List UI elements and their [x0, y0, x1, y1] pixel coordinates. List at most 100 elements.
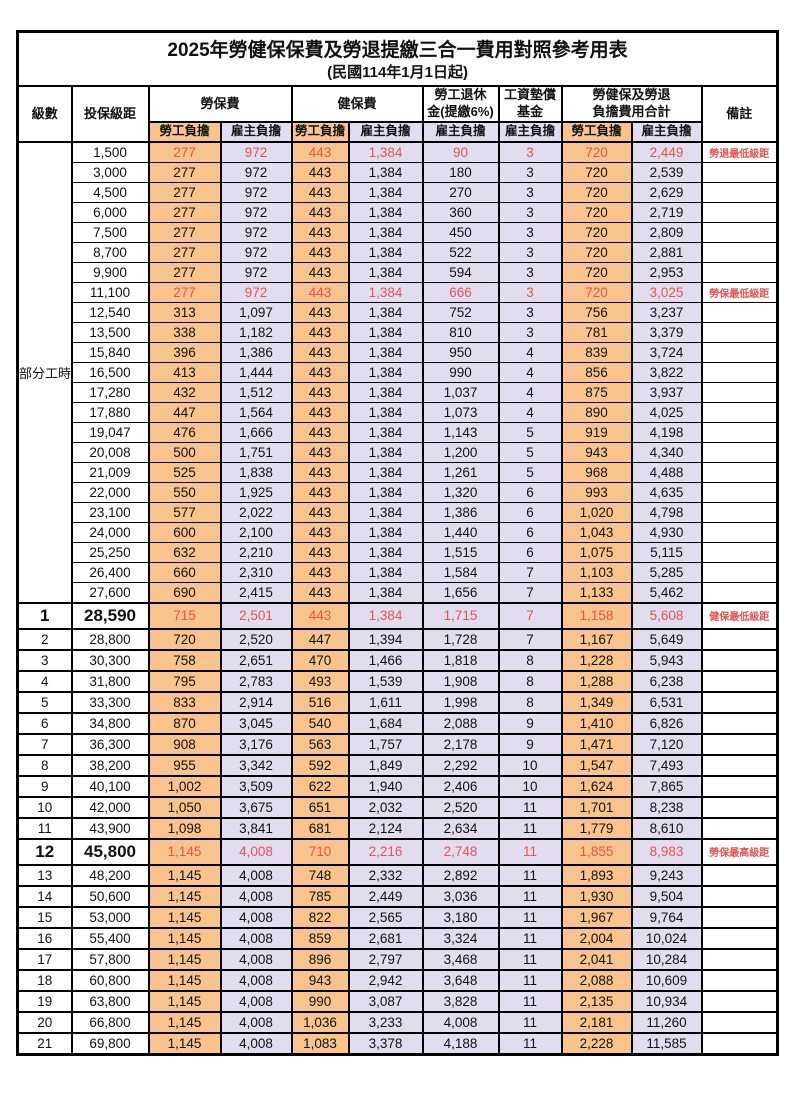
cell-value: 2,032 [347, 795, 424, 819]
cell-bracket: 11,100 [70, 281, 150, 303]
cell-value: 720 [560, 241, 633, 263]
cell-value: 972 [219, 181, 293, 203]
cell-bracket: 4,500 [70, 181, 150, 203]
cell-value: 6 [497, 481, 563, 503]
cell-value: 2,914 [219, 690, 293, 714]
cell-value: 1,384 [347, 581, 424, 604]
cell-value: 1,684 [347, 711, 424, 735]
cell-bracket: 25,250 [70, 541, 150, 563]
cell-value: 7,865 [630, 774, 703, 798]
cell-value: 2,809 [630, 221, 703, 243]
cell-bracket: 28,800 [70, 627, 150, 651]
cell-value: 1,384 [347, 261, 424, 283]
cell-value: 1,471 [560, 732, 633, 756]
cell-value: 1,043 [560, 521, 633, 543]
table-row: 7,500 277 972 443 1,384 450 3 720 2,809 [18, 221, 779, 243]
total-header-line1: 勞健保及勞退 [592, 87, 671, 102]
cell-value: 972 [219, 221, 293, 243]
cell-value: 1,384 [347, 221, 424, 243]
cell-bracket: 33,300 [70, 690, 150, 714]
cell-remark: 健保最低級距 [700, 601, 779, 630]
cell-value: 413 [147, 361, 222, 383]
cell-value: 1,075 [560, 541, 633, 563]
cell-bracket: 55,400 [70, 926, 150, 950]
cell-value: 1,020 [560, 501, 633, 523]
cell-value: 3,379 [630, 321, 703, 343]
cell-value: 720 [560, 221, 633, 243]
cell-bracket: 22,000 [70, 481, 150, 503]
cell-value: 7,120 [630, 732, 703, 756]
cell-value: 277 [147, 261, 222, 283]
cell-value: 993 [560, 481, 633, 503]
cell-value: 4,008 [219, 968, 293, 992]
cell-value: 2,539 [630, 161, 703, 183]
cell-value: 859 [290, 926, 350, 950]
cell-level: 21 [16, 1031, 73, 1056]
table-row: 12,540 313 1,097 443 1,384 752 3 756 3,237 [18, 301, 779, 323]
cell-value: 4,008 [219, 989, 293, 1013]
table-row: 17,280 432 1,512 443 1,384 1,037 4 875 3,937 [18, 381, 779, 403]
cell-value: 1,384 [347, 301, 424, 323]
table-row: 19 63,800 1,145 4,008 990 3,087 3,828 11 2,135 10… [16, 989, 779, 1013]
cell-bracket: 9,900 [70, 261, 150, 283]
cell-value: 622 [290, 774, 350, 798]
cell-value: 2,501 [219, 601, 293, 630]
table-row: 23,100 577 2,022 443 1,384 1,386 6 1,020 4,798 [18, 501, 779, 523]
cell-value: 8,983 [630, 837, 703, 866]
cell-remark [700, 561, 779, 583]
cell-value: 2,681 [347, 926, 424, 950]
cell-bracket: 19,047 [70, 421, 150, 443]
cell-value: 443 [290, 361, 350, 383]
cell-value: 3,822 [630, 361, 703, 383]
cell-value: 2,449 [630, 141, 703, 163]
cell-value: 972 [219, 241, 293, 263]
cell-value: 756 [560, 301, 633, 323]
cell-value: 2,022 [219, 501, 293, 523]
cell-bracket: 43,900 [70, 816, 150, 840]
cell-value: 720 [560, 261, 633, 283]
cell-value: 3,025 [630, 281, 703, 303]
cell-value: 5,462 [630, 581, 703, 604]
cell-value: 690 [147, 581, 222, 604]
cell-value: 1,466 [347, 648, 424, 672]
cell-value: 3 [497, 161, 563, 183]
cell-value: 3 [497, 221, 563, 243]
cell-value: 856 [560, 361, 633, 383]
cell-value: 1,930 [560, 884, 633, 908]
cell-value: 443 [290, 221, 350, 243]
cell-bracket: 34,800 [70, 711, 150, 735]
cell-remark [700, 301, 779, 323]
cell-level: 11 [16, 816, 73, 840]
cell-value: 972 [219, 161, 293, 183]
cell-value: 2,942 [347, 968, 424, 992]
table-row: 17,880 447 1,564 443 1,384 1,073 4 890 4,025 [18, 401, 779, 423]
cell-value: 2,892 [421, 863, 500, 887]
cell-value: 1,394 [347, 627, 424, 651]
cell-bracket: 48,200 [70, 863, 150, 887]
cell-value: 443 [290, 601, 350, 630]
cell-level: 17 [16, 947, 73, 971]
cell-value: 540 [290, 711, 350, 735]
table-row: 22,000 550 1,925 443 1,384 1,320 6 993 4,635 [18, 481, 779, 503]
cell-value: 8 [497, 690, 563, 714]
cell-value: 338 [147, 321, 222, 343]
table-row: 27,600 690 2,415 443 1,384 1,656 7 1,133 5,462 [18, 581, 779, 604]
table-row: 19,047 476 1,666 443 1,384 1,143 5 919 4,198 [18, 421, 779, 443]
table-row: 25,250 632 2,210 443 1,384 1,515 6 1,075 5,115 [18, 541, 779, 563]
cell-value: 1,893 [560, 863, 633, 887]
cell-value: 3 [497, 321, 563, 343]
cell-value: 2,088 [560, 968, 633, 992]
cell-value: 443 [290, 541, 350, 563]
cell-remark [700, 968, 779, 992]
cell-value: 443 [290, 341, 350, 363]
cell-level: 14 [16, 884, 73, 908]
cell-value: 3 [497, 281, 563, 303]
table-row: 6 34,800 870 3,045 540 1,684 2,088 9 1,410 6,826 [16, 711, 779, 735]
cell-value: 3,509 [219, 774, 293, 798]
cell-value: 11 [497, 884, 563, 908]
cell-bracket: 23,100 [70, 501, 150, 523]
cell-value: 822 [290, 905, 350, 929]
cell-value: 2,135 [560, 989, 633, 1013]
cell-bracket: 17,880 [70, 401, 150, 423]
cell-value: 720 [560, 201, 633, 223]
